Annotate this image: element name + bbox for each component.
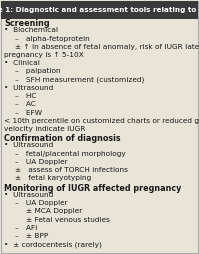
Text: ±   assess of TORCH infections: ± assess of TORCH infections xyxy=(15,167,128,173)
Text: •  Ultrasound: • Ultrasound xyxy=(4,192,54,198)
Text: •  Biochemical: • Biochemical xyxy=(4,27,58,33)
Text: Confirmation of diagnosis: Confirmation of diagnosis xyxy=(4,134,121,143)
Text: Table 1: Diagnostic and assessment tools relating to IUGR: Table 1: Diagnostic and assessment tools… xyxy=(0,7,199,13)
Text: ± ↑ in absence of fetal anomaly, risk of IUGR later in: ± ↑ in absence of fetal anomaly, risk of… xyxy=(15,44,199,50)
Text: ± MCA Doppler: ± MCA Doppler xyxy=(26,208,82,214)
Text: –   palpation: – palpation xyxy=(15,68,60,74)
Text: –   SFH measurement (customized): – SFH measurement (customized) xyxy=(15,77,144,83)
Text: velocity indicate IUGR: velocity indicate IUGR xyxy=(4,126,86,132)
Text: ±   fetal karyotyping: ± fetal karyotyping xyxy=(15,175,91,181)
Text: –   alpha-fetoprotein: – alpha-fetoprotein xyxy=(15,36,90,41)
Text: –   AC: – AC xyxy=(15,101,36,107)
Text: •  Ultrasound: • Ultrasound xyxy=(4,85,54,91)
Text: •  Clinical: • Clinical xyxy=(4,60,40,66)
Text: < 10th percentile on customized charts or reduced growth: < 10th percentile on customized charts o… xyxy=(4,118,199,124)
Text: –   UA Doppler: – UA Doppler xyxy=(15,200,67,206)
Text: –   AFI: – AFI xyxy=(15,225,37,231)
Text: –   fetal/placental morphology: – fetal/placental morphology xyxy=(15,151,126,157)
FancyBboxPatch shape xyxy=(1,1,198,19)
Text: –   ± BPP: – ± BPP xyxy=(15,233,48,239)
Text: ± Fetal venous studies: ± Fetal venous studies xyxy=(26,216,110,223)
Text: Screening: Screening xyxy=(4,19,50,28)
Text: pregnancy is ↑ 5-10X: pregnancy is ↑ 5-10X xyxy=(4,52,84,58)
Text: •  Ultrasound: • Ultrasound xyxy=(4,142,54,149)
Text: Monitoring of IUGR affected pregnancy: Monitoring of IUGR affected pregnancy xyxy=(4,184,182,193)
Text: –   UA Doppler: – UA Doppler xyxy=(15,159,67,165)
Text: –   HC: – HC xyxy=(15,93,36,99)
Text: –   EFW: – EFW xyxy=(15,109,42,116)
Text: •  ± cordocentesis (rarely): • ± cordocentesis (rarely) xyxy=(4,241,102,248)
